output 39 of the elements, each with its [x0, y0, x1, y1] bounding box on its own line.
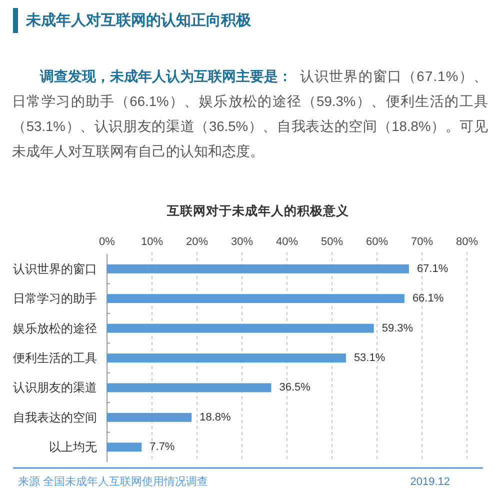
- x-tick-label: 40%: [276, 236, 298, 248]
- y-tick-label: 自我表达的空间: [13, 410, 97, 424]
- data-label: 36.5%: [279, 382, 311, 394]
- y-tick-label: 认识朋友的渠道: [13, 380, 97, 395]
- x-tick-label: 20%: [186, 236, 208, 248]
- x-tick-label: 50%: [320, 236, 344, 248]
- bar: [107, 264, 409, 274]
- text: 未成年人对互联网有自己的认知和态度。: [12, 143, 265, 161]
- bar: [107, 412, 192, 422]
- data-label: 53.1%: [354, 352, 386, 364]
- data-label: 59.3%: [382, 322, 414, 334]
- bar: [107, 442, 142, 452]
- y-tick-label: 以上均无: [49, 440, 97, 454]
- x-tick-label: 70%: [410, 236, 434, 248]
- data-label: 18.8%: [200, 411, 232, 424]
- x-tick-label: 80%: [456, 236, 478, 248]
- text: 日常学习的助手（66.1%）、娱乐放松的途径（59.3%）、便利生活的工具: [12, 93, 488, 111]
- bar: [107, 294, 404, 304]
- text: 调查发现，未成年人认为互联网主要是：: [40, 68, 292, 86]
- bar: [107, 383, 272, 392]
- data-label: 66.1%: [412, 292, 444, 305]
- data-label: 7.7%: [150, 441, 175, 454]
- y-tick-label: 便利生活的工具: [13, 351, 97, 365]
- chart-subtitle: 互联网对于未成年人的积极意义: [166, 203, 350, 218]
- source-note: 来源 全国未成年人互联网使用情况调查: [18, 475, 208, 488]
- data-label: 67.1%: [416, 262, 448, 275]
- text: （53.1%）、认识朋友的渠道（36.5%）、自我表达的空间（18.8%）。可见: [12, 118, 488, 136]
- text: 认识世界的窗口（67.1%）、: [300, 68, 488, 86]
- x-tick-label: 30%: [230, 236, 254, 248]
- text: 2019.12: [410, 476, 450, 488]
- x-tick-label: 0%: [99, 236, 116, 248]
- x-tick-label: 10%: [140, 236, 164, 248]
- bar: [107, 324, 374, 333]
- y-tick-label: 认识世界的窗口: [13, 262, 97, 276]
- bar: [107, 354, 346, 362]
- chart-title: 未成年人对互联网的认知正向积极: [26, 11, 251, 31]
- y-tick-label: 娱乐放松的途径: [13, 321, 97, 336]
- x-tick-label: 60%: [366, 236, 388, 248]
- y-tick-label: 日常学习的助手: [13, 292, 97, 306]
